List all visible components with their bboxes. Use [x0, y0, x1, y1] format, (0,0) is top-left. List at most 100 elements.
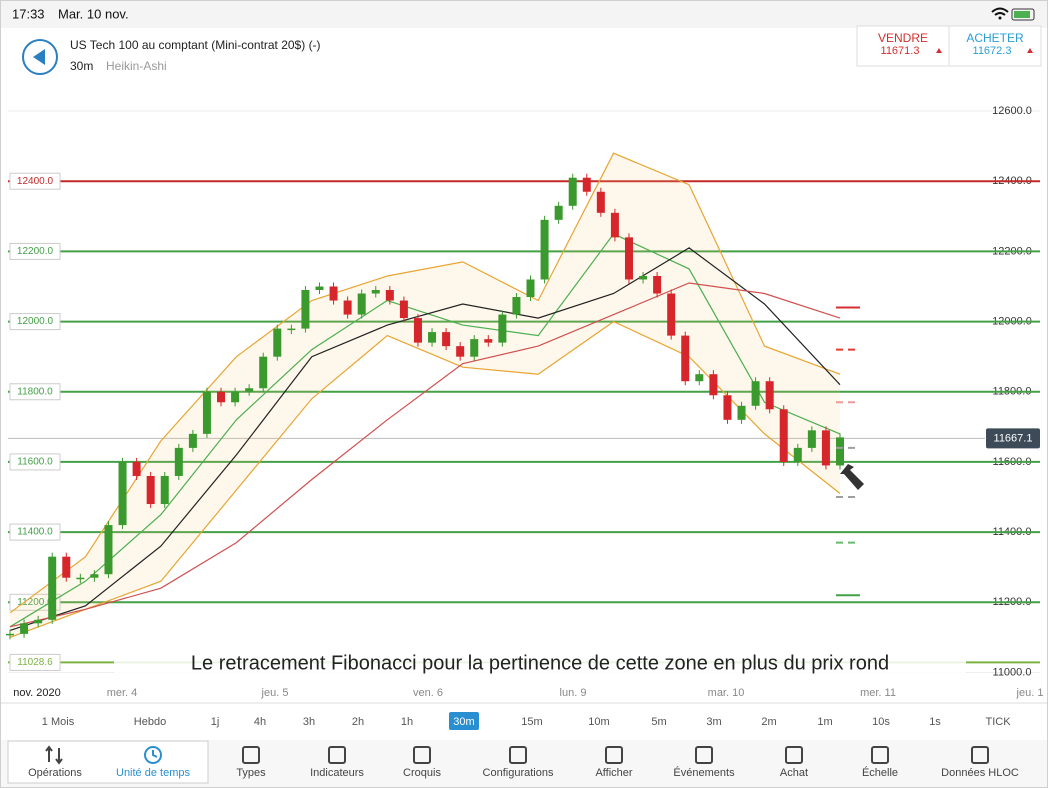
toolbar-icon	[152, 750, 158, 758]
candle	[765, 381, 774, 410]
timeframe-button[interactable]: 3m	[706, 716, 721, 728]
toolbar-button[interactable]: Données HLOC	[941, 767, 1019, 779]
candle	[273, 328, 282, 357]
timeframe-button[interactable]: 1m	[817, 716, 832, 728]
x-tick-label: lun. 9	[560, 687, 587, 699]
candle	[821, 430, 830, 466]
x-tick-label: jeu. 5	[261, 687, 289, 699]
annotation: Le retracement Fibonacci pour la pertine…	[191, 652, 889, 674]
candle	[385, 290, 394, 301]
timeframe-button[interactable]: 1j	[211, 716, 220, 728]
timeframe-button[interactable]: 10m	[588, 716, 609, 728]
timeframe-selected	[449, 712, 479, 730]
timeframe-button[interactable]: 5m	[651, 716, 666, 728]
candle	[399, 300, 408, 319]
buy-label[interactable]: ACHETER	[966, 31, 1024, 45]
candle	[836, 437, 844, 466]
candle	[470, 339, 479, 357]
candle	[540, 219, 549, 280]
timeframe-button[interactable]: 1s	[929, 716, 941, 728]
level-label: 12400.0	[17, 176, 54, 187]
level-label-box	[9, 453, 61, 471]
candle	[202, 391, 211, 434]
buy-price[interactable]: 11672.3	[973, 45, 1012, 57]
x-tick-label: mer. 4	[107, 687, 138, 699]
toolbar-button[interactable]: Opérations	[28, 767, 82, 779]
candle	[779, 409, 788, 462]
candle	[76, 577, 85, 580]
candle	[48, 556, 57, 620]
buy-tick	[1027, 48, 1033, 53]
timeframe-button[interactable]: 1 Mois	[42, 716, 75, 728]
annotation-background	[114, 650, 966, 676]
chart: 11000.0 11200.0 11400.0 11600.0 11800.0 12000…	[6, 105, 1043, 699]
toolbar-button[interactable]: Échelle	[862, 766, 898, 779]
timeframe-button[interactable]: 3h	[303, 716, 315, 728]
candle	[624, 237, 633, 280]
candle	[301, 290, 310, 329]
sell-label[interactable]: VENDRE	[878, 31, 928, 45]
candle	[554, 205, 563, 220]
toolbar-button[interactable]: Événements	[673, 766, 735, 779]
level-label: 11200.0	[17, 597, 53, 608]
toolbar-icon	[971, 746, 989, 764]
candle	[231, 391, 240, 403]
candle	[287, 328, 296, 331]
level-label-box	[9, 653, 61, 671]
toolbar-button[interactable]: Unité de temps	[116, 767, 190, 779]
toolbar-icon	[871, 746, 889, 764]
toolbar-button[interactable]: Achat	[780, 767, 808, 779]
toolbar-items: Opérations Unité de temps Types Indicateurs…	[28, 745, 1019, 779]
candle	[498, 314, 507, 343]
timeframe-button[interactable]: 15m	[521, 716, 542, 728]
y-tick-label: 11000.0	[993, 666, 1032, 678]
candle	[807, 430, 816, 448]
timeframe-button[interactable]: 1h	[401, 716, 413, 728]
x-tick-label: mer. 11	[860, 687, 896, 699]
timeframe-button[interactable]: Hebdo	[134, 716, 166, 728]
wifi-icon	[991, 7, 1009, 16]
candle	[681, 335, 690, 382]
timeframe-button[interactable]: 2m	[761, 716, 776, 728]
candle	[146, 475, 155, 505]
toolbar-button[interactable]: Afficher	[595, 767, 632, 779]
sell-tick	[936, 48, 942, 53]
battery	[1011, 8, 1035, 21]
toolbar-selected-area	[7, 740, 209, 784]
toolbar-button[interactable]: Croquis	[403, 767, 441, 779]
toolbar-button[interactable]: Types	[236, 767, 266, 779]
timeframe-button[interactable]: 4h	[254, 716, 266, 728]
indicator-line	[9, 282, 841, 628]
status-time: 17:33	[12, 6, 45, 21]
timeframe-button[interactable]: 10s	[872, 716, 890, 728]
candle	[245, 388, 254, 392]
x-tick-label: nov. 2020	[13, 687, 61, 699]
candle	[188, 433, 197, 448]
battery-level	[1014, 11, 1030, 18]
toolbar-button[interactable]: Indicateurs	[310, 767, 364, 779]
level-label: 11400.0	[17, 527, 53, 538]
candle	[20, 623, 29, 634]
candle	[34, 619, 43, 624]
toolbar-icon	[328, 746, 346, 764]
level-label-box	[9, 172, 61, 190]
candle	[329, 286, 338, 301]
timeframe-button[interactable]: 2h	[352, 716, 364, 728]
candle	[413, 318, 422, 343]
candle	[371, 290, 380, 294]
candle	[217, 391, 226, 403]
candle	[667, 293, 676, 336]
sell-price[interactable]: 11671.3	[881, 45, 920, 57]
timeframe-button[interactable]: TICK	[985, 716, 1011, 728]
candle	[751, 381, 760, 406]
toolbar-icon	[413, 746, 431, 764]
timeframe-button[interactable]: 30m	[453, 716, 474, 728]
candle	[484, 339, 493, 343]
candle	[695, 374, 704, 382]
toolbar-icon	[695, 746, 713, 764]
candle	[709, 374, 718, 396]
candle	[653, 275, 662, 294]
toolbar-button[interactable]: Configurations	[483, 767, 554, 779]
